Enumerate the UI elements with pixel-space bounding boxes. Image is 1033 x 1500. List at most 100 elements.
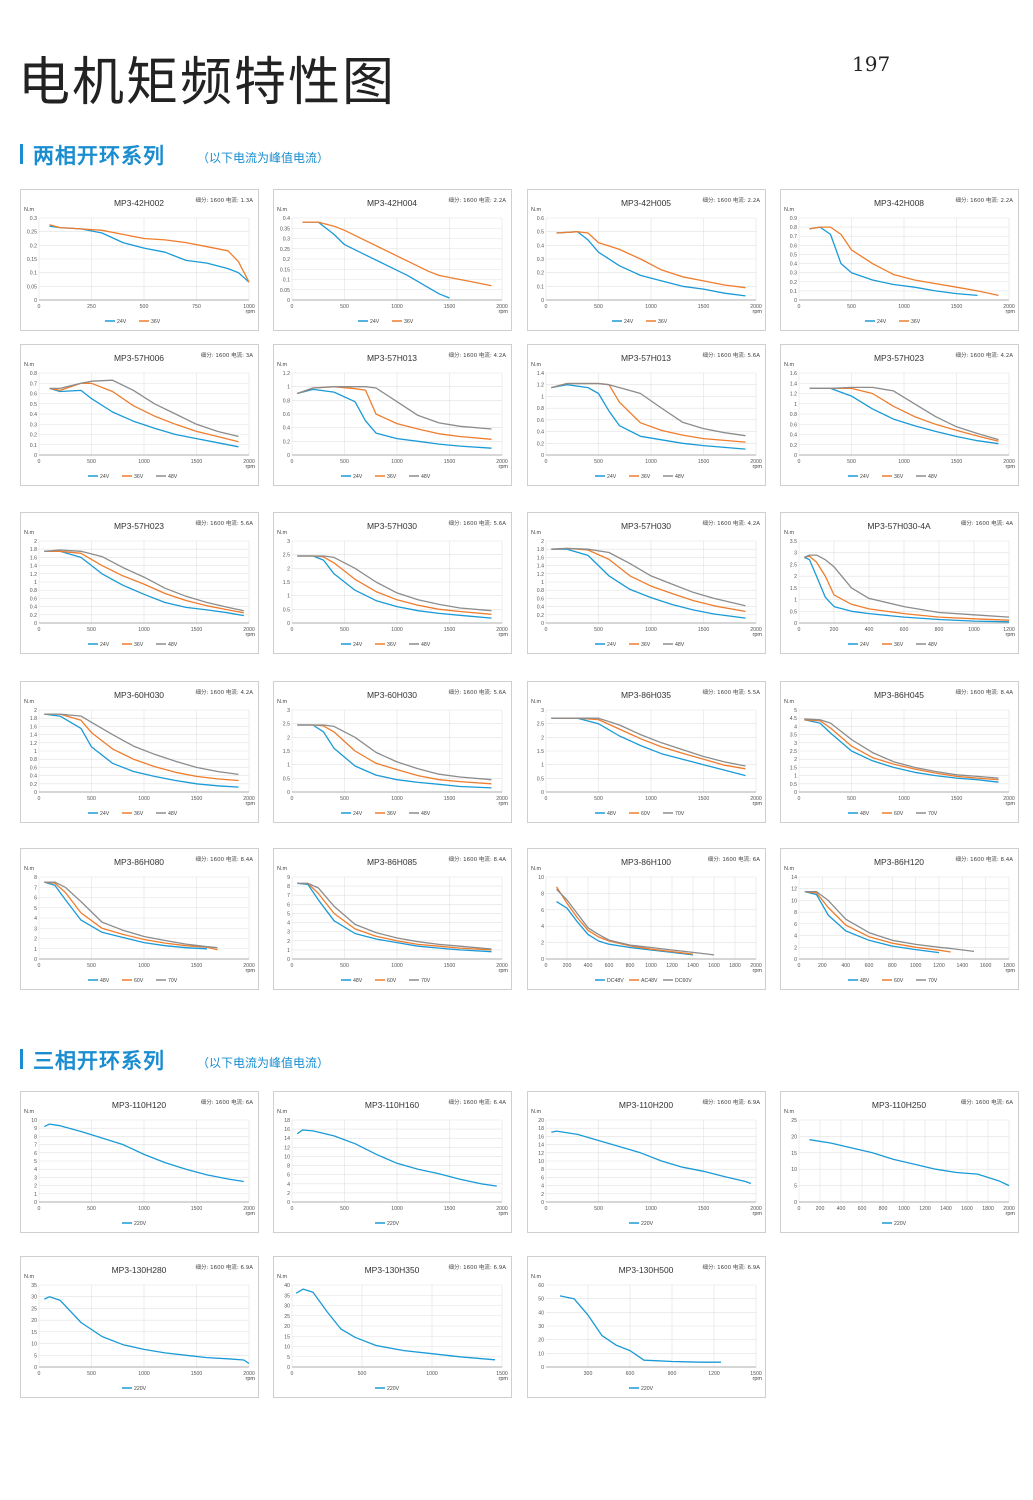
- y-axis-label: N.m: [24, 1109, 35, 1115]
- x-tick-label: 1500: [191, 1206, 203, 1212]
- y-tick-label: 0: [794, 453, 797, 459]
- legend-label: DC48V: [607, 978, 624, 984]
- y-tick-label: 3: [287, 930, 290, 936]
- series-line-70V: [551, 717, 746, 767]
- legend-label: 48V: [421, 642, 431, 648]
- y-tick-label: 0.6: [790, 422, 797, 428]
- x-axis-label: rpm: [1006, 1211, 1016, 1217]
- legend-label: 220V: [387, 1386, 400, 1392]
- y-tick-label: 8: [34, 875, 37, 881]
- x-tick-label: 500: [847, 304, 856, 310]
- legend-label: 220V: [134, 1221, 147, 1227]
- x-axis-label: rpm: [1006, 464, 1016, 470]
- x-tick-label: 200: [816, 1206, 825, 1212]
- y-tick-label: 10: [791, 898, 797, 904]
- y-tick-label: 0.5: [283, 607, 290, 613]
- y-tick-label: 0.4: [30, 774, 37, 780]
- y-tick-label: 8: [287, 1164, 290, 1170]
- y-tick-label: 0.05: [280, 288, 290, 294]
- x-tick-label: 1500: [698, 627, 710, 633]
- y-tick-label: 2: [541, 941, 544, 947]
- chart-title: MP3-86H045: [874, 690, 924, 700]
- y-tick-label: 9: [287, 875, 290, 881]
- y-tick-label: 5: [34, 1159, 37, 1165]
- y-tick-label: 0: [34, 298, 37, 304]
- x-tick-label: 2000: [750, 1206, 762, 1212]
- x-tick-label: 0: [38, 963, 41, 969]
- x-tick-label: 1000: [426, 1371, 438, 1377]
- y-tick-label: 1.4: [537, 564, 544, 570]
- x-tick-label: 0: [291, 963, 294, 969]
- y-tick-label: 0.8: [537, 588, 544, 594]
- y-tick-label: 1.6: [30, 555, 37, 561]
- chart-info: 细分: 1600 电流: 8.4A: [196, 855, 254, 863]
- chart-info: 细分: 1600 电流: 5.6A: [449, 688, 507, 696]
- x-axis-label: rpm: [1006, 801, 1016, 807]
- y-tick-label: 0.5: [790, 252, 797, 258]
- x-tick-label: 1800: [729, 963, 741, 969]
- chart-title: MP3-86H100: [621, 857, 671, 867]
- torque-chart: MP3-110H120 细分: 1600 电流: 6A N.m rpm 0 1 2 3 4 5 6 7…: [20, 1091, 259, 1233]
- x-tick-label: 400: [841, 963, 850, 969]
- series-line-48V: [297, 882, 492, 953]
- chart-info: 细分: 1600 电流: 2.2A: [703, 196, 761, 204]
- x-tick-label: 1000: [898, 796, 910, 802]
- x-tick-label: 2000: [750, 459, 762, 465]
- x-tick-label: 500: [340, 304, 349, 310]
- chart-title: MP3-86H035: [621, 690, 671, 700]
- x-tick-label: 500: [87, 1371, 96, 1377]
- series-line-48V: [804, 719, 999, 783]
- y-tick-label: 0.4: [537, 243, 544, 249]
- y-tick-label: 0: [287, 790, 290, 796]
- y-tick-label: 1.5: [283, 749, 290, 755]
- x-tick-label: 2000: [496, 627, 508, 633]
- chart-title: MP3-57H030: [367, 521, 417, 531]
- y-axis-label: N.m: [277, 207, 288, 213]
- y-tick-label: 0: [287, 957, 290, 963]
- legend-label: 70V: [928, 811, 938, 817]
- legend-label: 36V: [387, 642, 397, 648]
- y-tick-label: 30: [284, 1304, 290, 1310]
- y-tick-label: 2: [541, 735, 544, 741]
- series-line-36V: [302, 221, 492, 287]
- y-tick-label: 0: [34, 621, 37, 627]
- x-tick-label: 1200: [708, 1371, 720, 1377]
- x-tick-label: 1000: [391, 963, 403, 969]
- legend-label: 24V: [353, 642, 363, 648]
- y-tick-label: 2: [34, 937, 37, 943]
- x-axis-label: rpm: [499, 464, 509, 470]
- legend-label: 24V: [860, 642, 870, 648]
- y-tick-label: 0: [541, 957, 544, 963]
- x-axis-label: rpm: [753, 309, 763, 315]
- y-axis-label: N.m: [24, 1274, 35, 1280]
- x-tick-label: 0: [291, 796, 294, 802]
- x-tick-label: 0: [38, 1371, 41, 1377]
- y-tick-label: 30: [538, 1324, 544, 1330]
- x-tick-label: 1000: [968, 627, 980, 633]
- legend-label: 48V: [421, 474, 431, 480]
- x-tick-label: 400: [584, 963, 593, 969]
- torque-chart: MP3-86H035 细分: 1600 电流: 5.5A N.m rpm 0 0.5 1 1.…: [527, 681, 766, 823]
- legend-label: 36V: [134, 474, 144, 480]
- legend-label: 48V: [353, 978, 363, 984]
- x-tick-label: 1500: [951, 459, 963, 465]
- y-tick-label: 0.2: [537, 613, 544, 619]
- y-tick-label: 0.4: [30, 412, 37, 418]
- section-two-phase-header: 两相开环系列 （以下电流为峰值电流）: [20, 140, 420, 170]
- chart-title: MP3-110H200: [619, 1100, 673, 1110]
- y-tick-label: 6: [34, 1151, 37, 1157]
- torque-chart: MP3-57H023 细分: 1600 电流: 4.2A N.m rpm 0 0.2 0.4…: [780, 344, 1019, 486]
- legend-label: 220V: [134, 1386, 147, 1392]
- y-tick-label: 1.5: [790, 765, 797, 771]
- y-axis-label: N.m: [531, 1109, 542, 1115]
- chart-info: 细分: 1600 电流: 5.6A: [449, 519, 507, 527]
- x-tick-label: 0: [545, 304, 548, 310]
- torque-chart: MP3-110H200 细分: 1600 电流: 6.9A N.m rpm 0 2 4 6 8 1…: [527, 1091, 766, 1233]
- section-note: （以下电流为峰值电流）: [197, 151, 330, 165]
- y-tick-label: 0.2: [537, 271, 544, 277]
- series-line-48V: [44, 713, 239, 776]
- x-axis-label: rpm: [246, 464, 256, 470]
- series-line-48V: [297, 386, 492, 430]
- y-tick-label: 1.4: [30, 733, 37, 739]
- chart-svg: MP3-57H006 细分: 1600 电流: 3A N.m rpm 0 0.1 0.2 0.…: [24, 351, 256, 480]
